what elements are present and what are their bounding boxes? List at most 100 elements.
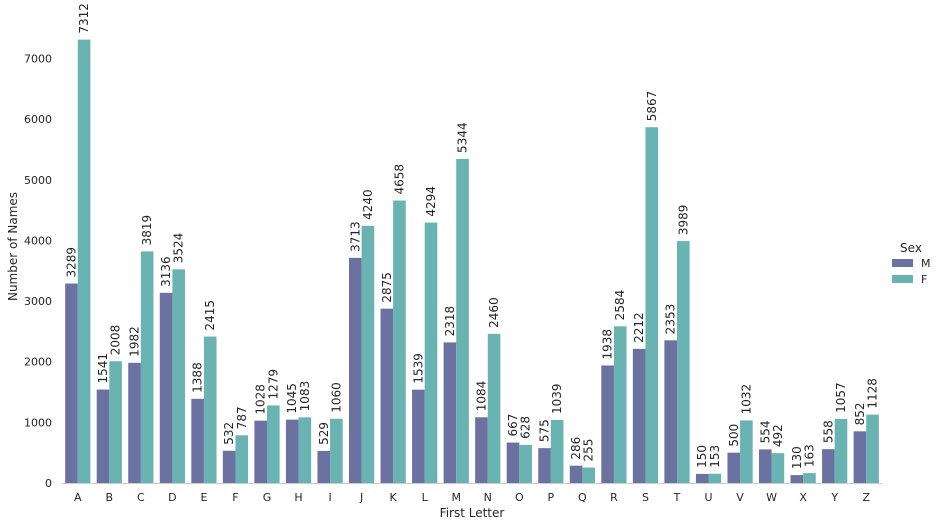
bar-f-v	[740, 420, 753, 483]
data-label-m-v: 500	[727, 424, 741, 447]
x-axis-label: First Letter	[440, 506, 505, 520]
data-label-m-f: 532	[222, 422, 236, 445]
y-tick-label: 6000	[24, 113, 52, 126]
x-tick-label: V	[736, 491, 744, 504]
bar-f-g	[267, 405, 280, 483]
x-tick-label: F	[232, 491, 238, 504]
x-tick-label: X	[799, 491, 807, 504]
bar-m-g	[254, 420, 267, 483]
x-tick-label: E	[200, 491, 207, 504]
bar-f-f	[235, 435, 249, 483]
data-label-m-i: 529	[317, 422, 331, 445]
bar-m-m	[443, 342, 457, 483]
data-label-f-k: 4658	[392, 164, 406, 195]
bar-m-x	[790, 475, 804, 483]
bar-f-p	[550, 419, 564, 483]
data-label-f-a: 7312	[77, 3, 91, 34]
data-label-m-c: 1982	[128, 326, 142, 357]
data-label-f-o: 628	[519, 416, 533, 439]
bar-m-b	[96, 389, 110, 483]
legend-swatch-f	[892, 275, 913, 283]
data-label-m-m: 2318	[443, 306, 457, 337]
bar-f-o	[519, 444, 532, 483]
data-label-m-k: 2875	[380, 272, 394, 303]
bar-f-s	[645, 127, 659, 483]
data-label-m-t: 2353	[664, 304, 678, 335]
bar-m-q	[569, 465, 583, 483]
data-label-f-r: 2584	[613, 290, 627, 321]
data-label-m-a: 3289	[64, 247, 78, 278]
data-label-f-g: 1279	[266, 369, 280, 400]
bar-m-a	[65, 283, 78, 483]
legend-label-f: F	[921, 273, 927, 286]
data-label-m-z: 852	[853, 402, 867, 425]
bar-f-i	[330, 418, 343, 483]
data-label-f-i: 1060	[329, 382, 343, 413]
data-label-f-t: 3989	[676, 205, 690, 236]
bar-f-b	[109, 361, 122, 483]
bar-m-l	[412, 389, 425, 483]
data-label-f-c: 3819	[140, 215, 154, 246]
bar-m-u	[695, 473, 709, 483]
data-label-m-j: 3713	[348, 221, 362, 252]
data-label-f-b: 2008	[109, 325, 123, 356]
data-label-m-g: 1028	[254, 384, 268, 415]
bar-m-s	[632, 348, 646, 483]
bar-f-e	[203, 336, 217, 483]
legend-swatch-m	[892, 259, 913, 267]
data-label-m-u: 150	[695, 445, 709, 468]
data-label-f-f: 787	[235, 406, 249, 429]
bar-f-n	[487, 333, 501, 483]
data-label-f-m: 5344	[456, 122, 470, 153]
x-axis-ticks: A B C D E F G H I J K L M N O P Q R S T U V W X Y Z	[74, 491, 870, 504]
x-tick-label: C	[137, 491, 145, 504]
bar-m-r	[601, 365, 614, 483]
bar-f-j	[361, 225, 375, 483]
y-axis-ticks: 0 1000 2000 3000 4000 5000 6000 7000	[24, 53, 52, 490]
y-tick-label: 0	[45, 477, 52, 490]
legend: Sex MF	[892, 241, 931, 286]
x-tick-label: H	[294, 491, 302, 504]
data-label-f-x: 163	[802, 444, 816, 467]
bar-m-h	[285, 419, 299, 483]
data-label-m-d: 3136	[159, 256, 173, 287]
x-tick-label: L	[422, 491, 429, 504]
data-label-f-y: 1057	[834, 382, 848, 413]
bar-m-j	[349, 257, 362, 483]
data-label-f-p: 1039	[550, 383, 564, 414]
bar-f-z	[866, 414, 879, 483]
data-label-m-q: 286	[569, 437, 583, 460]
bar-m-v	[727, 452, 741, 483]
data-label-m-x: 130	[790, 446, 804, 469]
x-tick-label: Q	[578, 491, 587, 504]
x-tick-label: N	[484, 491, 492, 504]
x-tick-label: A	[74, 491, 82, 504]
data-label-m-p: 575	[538, 419, 552, 442]
data-label-m-n: 1084	[474, 381, 488, 412]
x-tick-label: R	[610, 491, 618, 504]
bar-m-z	[853, 431, 867, 483]
x-tick-label: T	[673, 491, 681, 504]
x-tick-label: M	[451, 491, 461, 504]
data-label-m-b: 1541	[96, 353, 110, 384]
data-label-f-e: 2415	[203, 300, 217, 331]
x-tick-label: S	[642, 491, 649, 504]
bar-f-m	[456, 158, 469, 483]
x-tick-label: I	[328, 491, 331, 504]
bar-f-w	[771, 453, 785, 483]
bar-m-y	[822, 449, 835, 483]
x-tick-label: D	[168, 491, 176, 504]
legend-title: Sex	[900, 241, 922, 255]
data-label-f-j: 4240	[361, 189, 375, 220]
data-label-f-l: 4294	[424, 186, 438, 217]
x-tick-label: Y	[830, 491, 838, 504]
data-label-m-w: 554	[758, 420, 772, 443]
y-tick-label: 1000	[24, 416, 52, 429]
legend-label-m: M	[921, 257, 931, 270]
bar-m-d	[159, 292, 173, 483]
data-label-f-v: 1032	[739, 384, 753, 415]
bar-f-c	[140, 251, 154, 483]
bar-m-w	[759, 449, 772, 483]
